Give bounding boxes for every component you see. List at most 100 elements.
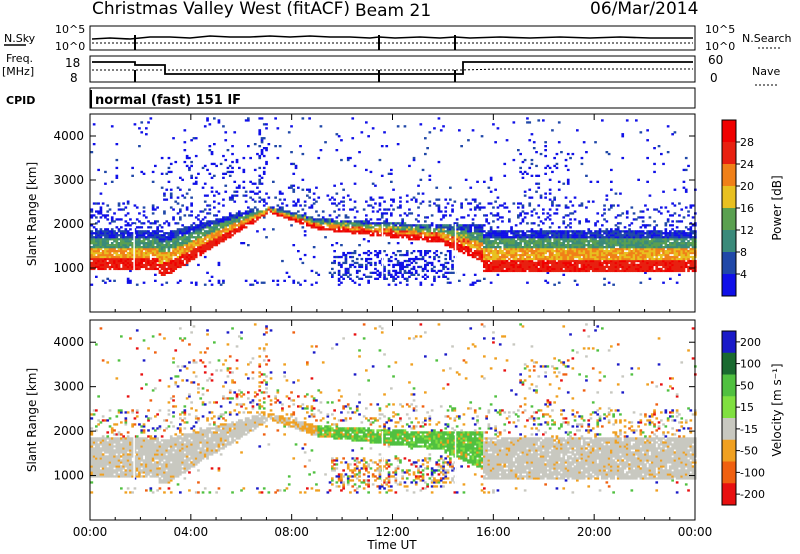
power-cell xyxy=(133,236,137,239)
power-cell xyxy=(535,182,538,185)
power-cell xyxy=(503,234,507,237)
power-cell xyxy=(253,279,257,282)
power-cell xyxy=(437,160,441,164)
power-cell xyxy=(551,230,554,233)
power-cell xyxy=(646,129,649,132)
power-cell xyxy=(315,224,318,227)
power-cell xyxy=(571,253,575,257)
power-cell xyxy=(585,265,588,269)
power-cell xyxy=(292,214,296,217)
power-cell xyxy=(133,222,137,225)
power-cell xyxy=(539,196,543,199)
power-cell xyxy=(619,222,622,225)
power-cell xyxy=(131,253,134,257)
power-cell xyxy=(335,192,339,195)
power-cell xyxy=(156,246,159,249)
power-cell xyxy=(510,246,513,249)
power-cell xyxy=(194,244,198,247)
power-cell xyxy=(183,244,187,247)
power-cell xyxy=(190,248,193,251)
power-cell xyxy=(240,224,243,227)
power-cell xyxy=(594,222,597,225)
power-cell xyxy=(120,226,123,229)
power-cell xyxy=(528,240,532,243)
power-cell xyxy=(365,214,368,217)
power-cell xyxy=(601,234,604,237)
power-cell xyxy=(374,261,377,265)
power-cell xyxy=(399,263,402,267)
power-cell xyxy=(135,257,139,261)
power-cell xyxy=(632,267,636,271)
power-cell xyxy=(403,224,407,227)
power-cell xyxy=(208,248,212,251)
power-cell xyxy=(564,250,568,253)
power-cell xyxy=(446,236,450,239)
power-cell xyxy=(126,253,130,257)
power-cell xyxy=(113,230,116,233)
power-cell xyxy=(653,232,656,235)
power-cell xyxy=(129,261,132,265)
power-cell xyxy=(557,251,561,255)
power-cell xyxy=(582,267,586,271)
power-cell xyxy=(566,236,570,239)
power-cell xyxy=(235,230,239,233)
power-cell xyxy=(664,267,668,271)
power-cell xyxy=(460,240,463,243)
power-cell xyxy=(95,238,98,241)
power-cell xyxy=(179,242,182,245)
power-cell xyxy=(637,250,640,253)
power-cell xyxy=(158,248,162,251)
power-cell xyxy=(546,269,550,273)
power-cell xyxy=(562,216,566,219)
power-cell xyxy=(378,261,382,265)
power-cell xyxy=(183,248,187,251)
power-cell xyxy=(582,232,586,235)
power-cell xyxy=(201,186,205,189)
power-cell xyxy=(115,232,119,235)
nsearch-tick-top: 10^5 xyxy=(705,23,735,36)
power-cell xyxy=(650,246,654,249)
power-cell xyxy=(557,259,561,263)
power-cell xyxy=(619,261,622,265)
power-cell xyxy=(480,226,484,229)
power-cell xyxy=(210,242,214,245)
power-cell xyxy=(154,236,157,239)
power-cell xyxy=(104,250,107,253)
power-cell xyxy=(403,230,407,233)
power-cell xyxy=(458,232,461,235)
power-cell xyxy=(580,250,584,253)
power-cell xyxy=(619,253,622,257)
power-cell xyxy=(251,212,255,215)
power-cell xyxy=(426,228,429,231)
power-cell xyxy=(557,267,561,271)
power-cell xyxy=(437,269,441,273)
power-cell xyxy=(378,275,382,278)
power-cell xyxy=(646,261,649,265)
power-cell xyxy=(192,244,196,247)
power-cell xyxy=(435,224,439,227)
power-cell xyxy=(469,283,473,286)
power-cell xyxy=(378,222,382,225)
power-cell xyxy=(160,265,164,269)
power-cell xyxy=(648,248,652,251)
power-cell xyxy=(183,236,187,239)
power-cell xyxy=(653,238,656,241)
power-cell xyxy=(163,234,166,237)
power-cell xyxy=(585,257,588,261)
power-cell xyxy=(594,141,597,144)
power-cell xyxy=(135,226,139,229)
power-cell xyxy=(603,230,606,233)
power-cell xyxy=(258,190,262,193)
power-cell xyxy=(446,238,450,241)
power-cell xyxy=(664,230,668,233)
power-cell xyxy=(160,250,164,253)
power-cell xyxy=(446,228,450,231)
power-cell xyxy=(460,238,463,241)
power-cell xyxy=(122,257,125,261)
power-cell xyxy=(319,218,323,221)
power-cell xyxy=(385,232,389,235)
power-cell xyxy=(439,228,443,231)
power-cell xyxy=(192,236,196,239)
power-cell xyxy=(104,236,107,239)
power-cell xyxy=(628,250,631,253)
